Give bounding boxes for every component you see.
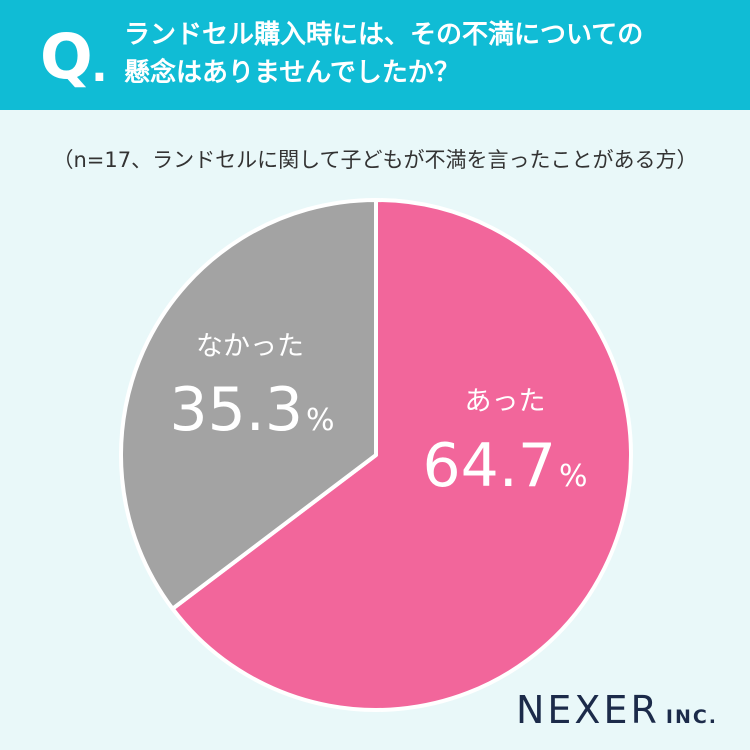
question-q-dot: .	[91, 41, 108, 92]
question-text: ランドセル購入時には、その不満についての 懸念はありませんでしたか？	[124, 20, 644, 88]
logo-main: NEXER	[516, 688, 660, 732]
question-header: Q . ランドセル購入時には、その不満についての 懸念はありませんでしたか？	[0, 0, 750, 110]
question-q-mark: Q	[40, 20, 93, 93]
chart-subtitle: （n=17、ランドセルに関して子どもが不満を言ったことがある方）	[52, 148, 698, 172]
pie-slice-2	[119, 198, 378, 611]
slice-value-2: 35.3%	[169, 375, 334, 445]
slice-label-1: あった	[465, 386, 546, 417]
slice-value-1: 64.7%	[422, 431, 587, 501]
logo-suffix: INC.	[665, 706, 719, 728]
nexer-logo: NEXER INC.	[516, 688, 718, 732]
pie-slice-1	[170, 198, 633, 712]
slice-label-2: なかった	[196, 331, 304, 362]
